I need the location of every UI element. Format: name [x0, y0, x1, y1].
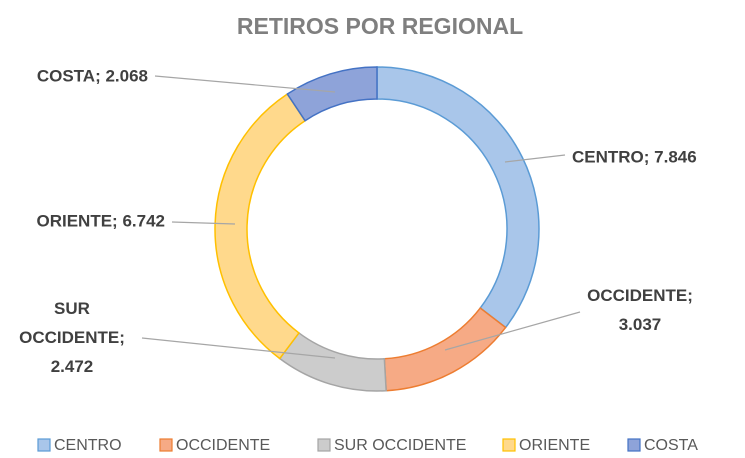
legend-swatch [37, 438, 51, 452]
data-label: SUR OCCIDENTE; 2.472 [19, 299, 125, 376]
leader-line [154, 75, 336, 93]
legend-label: SUR OCCIDENTE [334, 437, 466, 454]
legend-label: COSTA [644, 437, 698, 454]
chart-title: RETIROS POR REGIONAL [237, 13, 523, 39]
leader-line [444, 311, 581, 351]
legend-swatch [159, 438, 173, 452]
donut-slice [214, 93, 307, 360]
legend-label: OCCIDENTE [176, 437, 270, 454]
data-label: ORIENTE; 6.742 [37, 211, 166, 230]
data-label: COSTA; 2.068 [37, 66, 148, 85]
leader-line [171, 221, 236, 225]
legend-label: CENTRO [54, 437, 122, 454]
donut-slice [376, 66, 540, 329]
leader-line [141, 337, 336, 359]
legend-label: ORIENTE [519, 437, 590, 454]
donut-slice [278, 331, 387, 392]
legend-swatch [317, 438, 331, 452]
leader-line [504, 154, 566, 163]
legend-swatch [502, 438, 516, 452]
donut-slice [286, 66, 378, 122]
legend-swatch [627, 438, 641, 452]
data-label: CENTRO; 7.846 [572, 147, 697, 166]
data-label: OCCIDENTE; 3.037 [587, 286, 693, 334]
